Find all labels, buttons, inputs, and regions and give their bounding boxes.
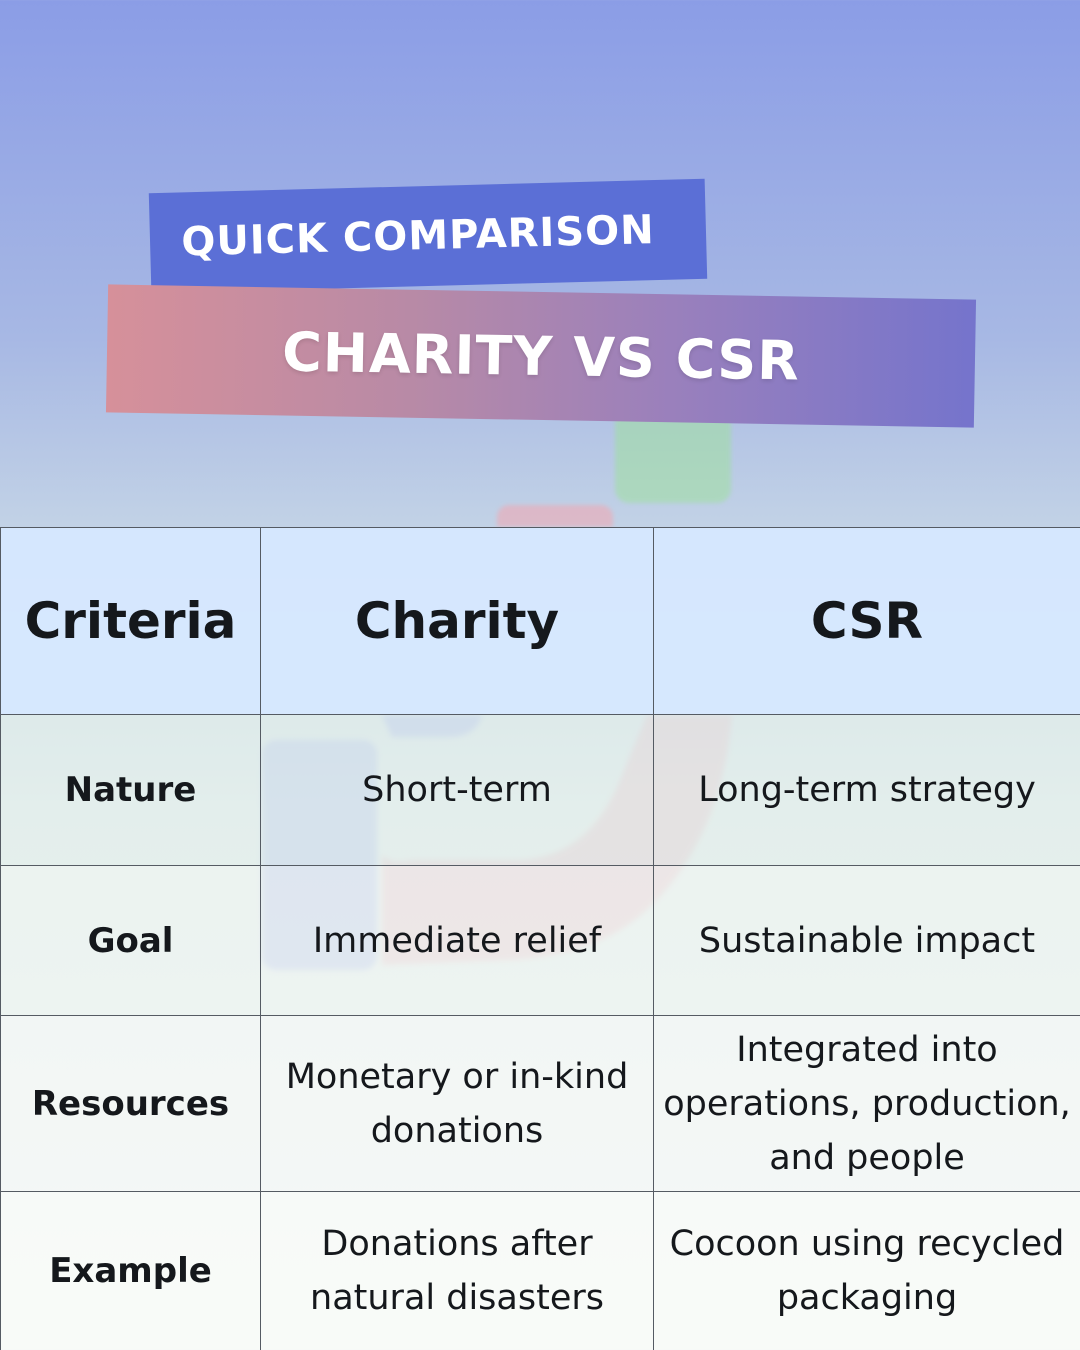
kicker-banner: QUICK COMPARISON bbox=[148, 178, 708, 294]
csr-cell: Sustainable impact bbox=[653, 865, 1080, 1016]
csr-cell: Long-term strategy bbox=[653, 714, 1080, 866]
header-zone: QUICK COMPARISON CHARITY VS CSR bbox=[0, 0, 1080, 527]
criteria-cell: Nature bbox=[0, 714, 261, 866]
table-row: Example Donations after natural disaster… bbox=[0, 1191, 1080, 1350]
criteria-cell: Example bbox=[0, 1191, 261, 1350]
table-row: Goal Immediate relief Sustainable impact bbox=[0, 865, 1080, 1016]
table-row: Resources Monetary or in-kind donations … bbox=[0, 1015, 1080, 1192]
decorative-logo-shape bbox=[615, 410, 731, 503]
table-header-row: Criteria Charity CSR bbox=[0, 527, 1080, 715]
column-header-csr: CSR bbox=[653, 527, 1080, 715]
kicker-text: QUICK COMPARISON bbox=[180, 207, 656, 266]
column-header-criteria: Criteria bbox=[0, 527, 261, 715]
comparison-table: Criteria Charity CSR Nature Short-term L… bbox=[0, 527, 1080, 1350]
decorative-logo-shape bbox=[497, 505, 613, 527]
charity-cell: Immediate relief bbox=[260, 865, 654, 1016]
criteria-cell: Resources bbox=[0, 1015, 261, 1192]
csr-cell: Cocoon using recycled packaging bbox=[653, 1191, 1080, 1350]
column-header-charity: Charity bbox=[260, 527, 654, 715]
title-banner: CHARITY VS CSR bbox=[105, 284, 977, 428]
charity-cell: Monetary or in-kind donations bbox=[260, 1015, 654, 1192]
csr-cell: Integrated into operations, production, … bbox=[653, 1015, 1080, 1192]
criteria-cell: Goal bbox=[0, 865, 261, 1016]
table-row: Nature Short-term Long-term strategy bbox=[0, 714, 1080, 866]
charity-cell: Short-term bbox=[260, 714, 654, 866]
page-title: CHARITY VS CSR bbox=[281, 319, 801, 393]
charity-cell: Donations after natural disasters bbox=[260, 1191, 654, 1350]
